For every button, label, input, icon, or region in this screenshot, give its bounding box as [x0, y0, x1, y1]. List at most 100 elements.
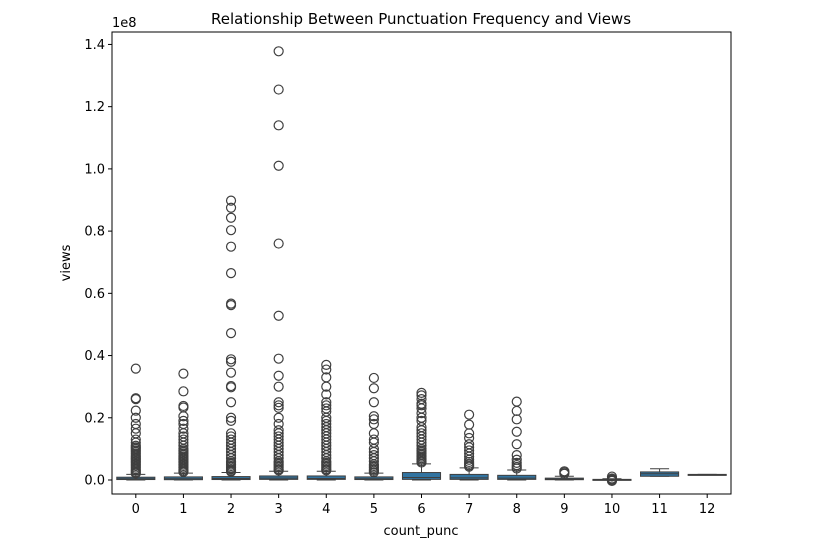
y-tick-label: 0.2	[84, 411, 105, 426]
flier-point	[178, 368, 189, 379]
x-tick-label: 2	[227, 502, 235, 517]
flier-point	[511, 439, 522, 450]
flier-point	[178, 423, 189, 434]
flier-point	[273, 84, 284, 95]
flier-point	[321, 359, 332, 370]
flier-point	[225, 367, 237, 378]
flier-point	[464, 419, 475, 430]
box-group-11	[640, 468, 680, 477]
flier-point	[273, 465, 284, 476]
flier-point	[464, 461, 475, 472]
flier-point	[225, 415, 237, 426]
flier-point	[273, 412, 284, 423]
flier-point	[273, 353, 284, 364]
flier-point	[321, 381, 332, 392]
x-tick-label: 11	[651, 502, 668, 517]
box-group-9	[544, 466, 584, 481]
box-group-5	[354, 372, 394, 481]
flier-point	[464, 409, 475, 420]
flier-point	[416, 387, 427, 398]
x-axis-label: count_punc	[383, 524, 458, 539]
y-tick-label: 0.6	[84, 287, 105, 302]
box-group-12	[687, 473, 727, 476]
box-group-8	[497, 396, 537, 481]
y-tick-label: 1.0	[84, 162, 105, 177]
flier-point	[416, 457, 427, 468]
flier-point	[368, 414, 379, 425]
flier-point	[178, 411, 189, 422]
box-group-0	[116, 363, 156, 481]
flier-point	[225, 412, 237, 423]
y-tick-label: 1.4	[84, 38, 105, 53]
flier-point	[321, 364, 332, 375]
flier-point	[130, 423, 141, 434]
x-tick-label: 1	[179, 502, 187, 517]
flier-point	[559, 468, 570, 479]
box	[401, 472, 442, 480]
flier-point	[368, 467, 379, 478]
flier-point	[606, 475, 618, 487]
x-tick-label: 4	[322, 502, 330, 517]
flier-point	[368, 411, 379, 422]
flier-point	[130, 394, 141, 405]
flier-point	[273, 238, 284, 249]
box-group-4	[306, 359, 346, 481]
x-tick-label: 5	[370, 502, 378, 517]
flier-point	[368, 397, 379, 408]
x-tick-label: 8	[513, 502, 521, 517]
flier-point	[225, 202, 237, 213]
flier-point	[273, 310, 284, 321]
box	[449, 473, 489, 480]
flier-point	[511, 450, 522, 461]
box-group-3	[259, 46, 299, 481]
flier-point	[225, 354, 237, 365]
chart-title: Relationship Between Punctuation Frequen…	[211, 10, 631, 28]
x-tick-label: 3	[275, 502, 283, 517]
flier-point	[511, 463, 522, 474]
flier-point	[225, 268, 237, 279]
x-tick-label: 12	[699, 502, 716, 517]
axes-frame	[111, 31, 732, 495]
box	[497, 474, 537, 480]
flier-point	[130, 363, 141, 374]
flier-point	[273, 402, 284, 413]
flier-point	[273, 400, 284, 411]
box	[306, 475, 346, 480]
flier-point	[273, 46, 284, 57]
box-group-2	[211, 195, 251, 481]
flier-point	[273, 381, 284, 392]
flier-point	[178, 415, 189, 426]
plot-area: 0.00.20.40.60.81.01.21.40 1 2 3 4 5 6 7 8 9 10 11 12	[84, 38, 727, 517]
flier-point	[225, 300, 237, 311]
y-tick-label: 1.2	[84, 100, 105, 115]
flier-point	[416, 400, 427, 411]
flier-point	[273, 120, 284, 131]
y-offset-label: 1e8	[112, 16, 137, 31]
flier-point	[130, 468, 141, 479]
x-tick-label: 6	[417, 502, 425, 517]
box-group-6	[401, 387, 442, 481]
box-group-7	[449, 409, 489, 481]
y-tick-label: 0.8	[84, 225, 105, 240]
flier-point	[225, 382, 237, 393]
flier-point	[368, 383, 379, 394]
flier-point	[225, 225, 237, 236]
flier-point	[321, 389, 332, 400]
flier-point	[130, 405, 141, 416]
flier-point	[225, 328, 237, 339]
flier-point	[178, 466, 189, 478]
y-tick-label: 0.0	[84, 474, 105, 489]
flier-point	[273, 160, 284, 171]
flier-point	[225, 212, 237, 223]
flier-point	[368, 372, 379, 384]
x-tick-label: 9	[560, 502, 568, 517]
flier-point	[464, 428, 475, 439]
flier-point	[225, 466, 237, 477]
flier-point	[225, 195, 237, 206]
flier-point	[273, 397, 284, 408]
flier-point	[225, 397, 237, 408]
box-group-10	[592, 471, 632, 487]
x-tick-label: 7	[465, 502, 473, 517]
flier-point	[511, 414, 522, 425]
